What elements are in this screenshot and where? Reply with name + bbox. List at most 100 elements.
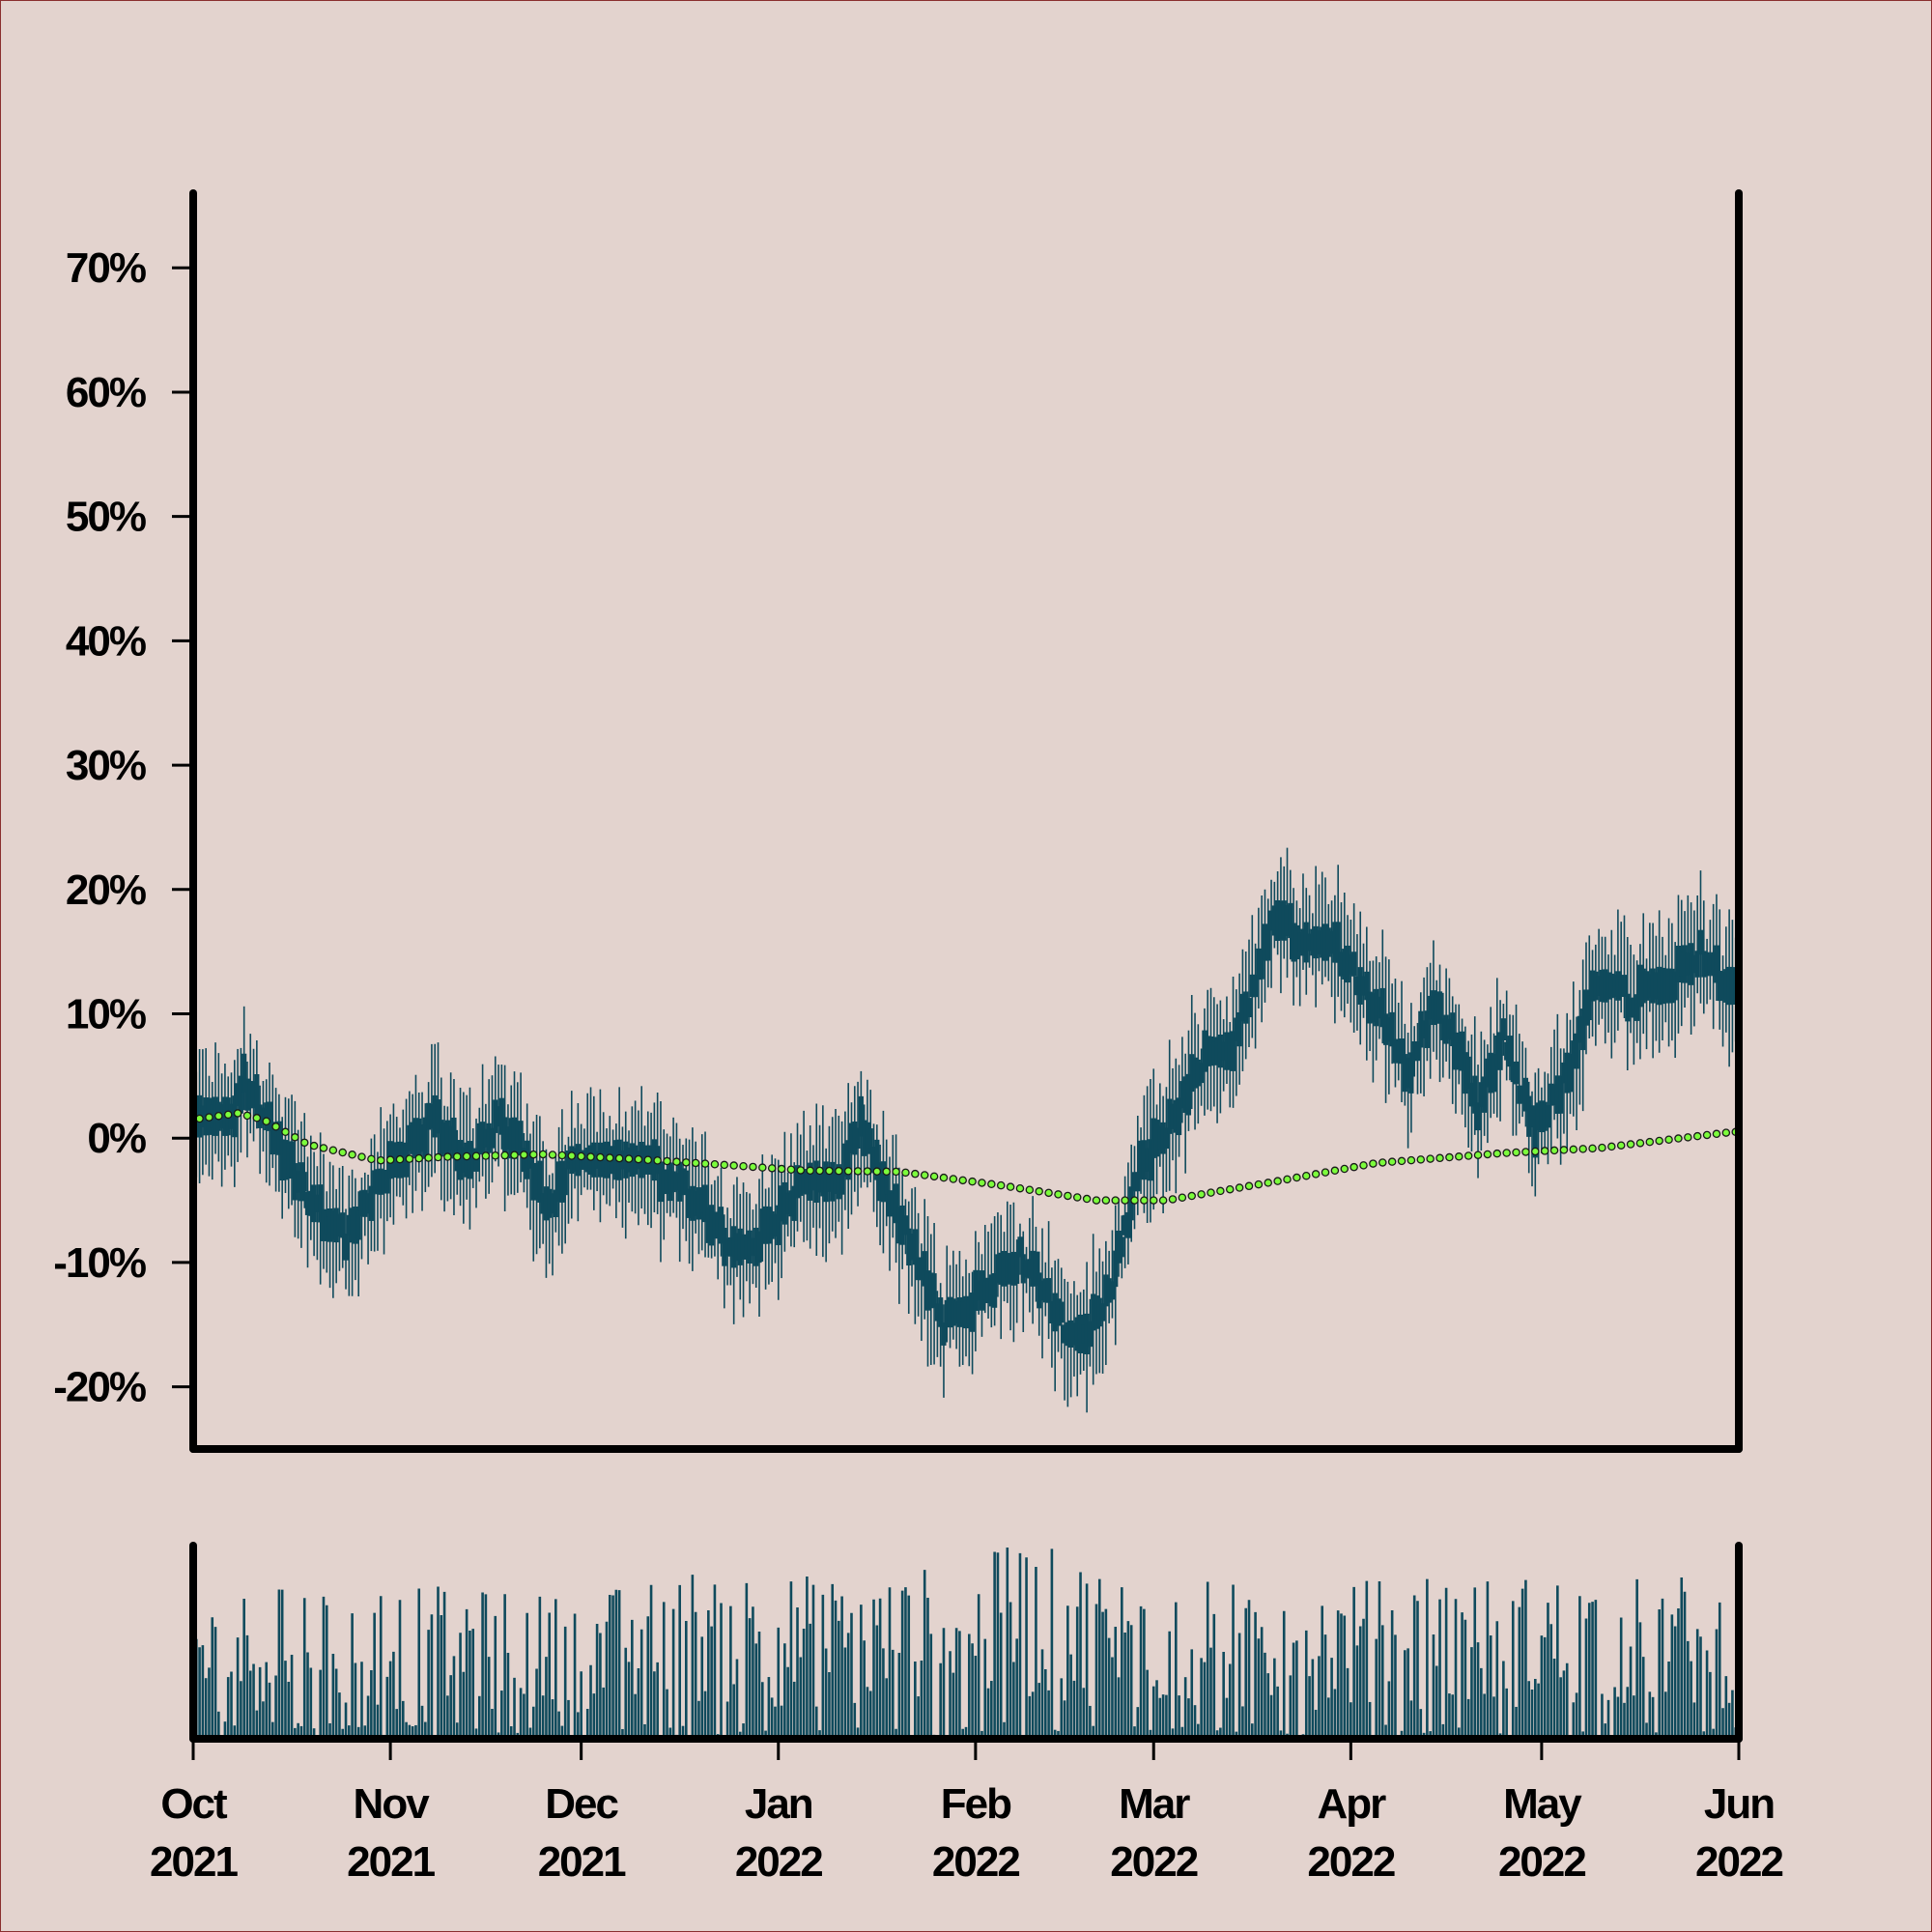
candle-body <box>1208 1036 1214 1066</box>
moving-average-point <box>643 1155 653 1164</box>
candle-body <box>1583 989 1589 1026</box>
candle-body <box>575 1144 581 1177</box>
moving-average-point <box>1692 1131 1702 1141</box>
candle-body <box>804 1169 810 1195</box>
candle-body <box>1335 922 1341 963</box>
moving-average-point <box>996 1180 1006 1190</box>
moving-average-point <box>538 1150 548 1159</box>
moving-average-point <box>1721 1128 1731 1137</box>
candle-body <box>1243 991 1249 1024</box>
candle-body <box>1173 1099 1179 1133</box>
candle-body <box>934 1303 940 1321</box>
candle-body <box>747 1230 753 1264</box>
candle-body <box>1650 968 1656 1004</box>
candle-body <box>995 1254 1001 1284</box>
candle-body <box>753 1227 759 1266</box>
candle-body <box>1374 988 1379 1027</box>
volume-panel <box>194 1548 1738 1739</box>
candle-body <box>896 1207 902 1244</box>
candle-body <box>457 1140 464 1180</box>
moving-average-point <box>462 1151 471 1161</box>
moving-average-point <box>596 1152 605 1162</box>
candle-body <box>467 1141 473 1179</box>
moving-average-point <box>1149 1196 1158 1205</box>
candle-body <box>1529 1105 1535 1128</box>
candle-body <box>680 1168 686 1196</box>
candle-body <box>419 1124 425 1152</box>
candle-body <box>559 1160 565 1203</box>
candle-body <box>709 1205 715 1246</box>
candle-body <box>877 1162 883 1202</box>
candle-body <box>298 1162 304 1202</box>
candle-body <box>1271 905 1277 936</box>
candle-body <box>1357 967 1363 1005</box>
candle-body <box>839 1168 845 1195</box>
candle-body <box>521 1148 526 1173</box>
candle-body <box>343 1233 349 1261</box>
candle-body <box>912 1229 918 1265</box>
moving-average-point <box>1168 1195 1178 1204</box>
y-tick-label: -20% <box>53 1364 146 1411</box>
x-tick-label-month: Jun <box>1704 1780 1774 1828</box>
candle-body <box>776 1205 781 1245</box>
candle-body <box>727 1236 733 1257</box>
candle-body <box>1647 974 1653 998</box>
candle-body <box>1052 1293 1058 1332</box>
candle-body <box>744 1234 750 1260</box>
candle-body <box>594 1151 600 1169</box>
candle-body <box>1367 991 1373 1024</box>
candle-body <box>1408 1052 1414 1094</box>
candle-body <box>1199 1063 1205 1084</box>
candle-body <box>254 1074 260 1116</box>
y-tick-label: 50% <box>66 494 146 541</box>
candle-body <box>435 1099 441 1134</box>
moving-average-point <box>691 1158 700 1168</box>
candle-body <box>1608 973 1614 999</box>
candle-body <box>1726 966 1732 1006</box>
moving-average-point <box>806 1166 814 1176</box>
moving-average-point <box>1635 1139 1645 1148</box>
candle-body <box>1109 1281 1116 1300</box>
candle-body <box>740 1234 747 1260</box>
moving-average-point <box>376 1155 385 1165</box>
moving-average-point <box>567 1151 577 1160</box>
candle-body <box>272 1122 279 1154</box>
candle-body <box>1322 923 1328 961</box>
x-tick-label-month: Apr <box>1317 1780 1386 1828</box>
candle-body <box>677 1161 683 1202</box>
candle-body <box>448 1125 454 1151</box>
candle-body <box>731 1226 737 1268</box>
candle-body <box>286 1143 292 1177</box>
candle-body <box>296 1170 301 1193</box>
moving-average-point <box>739 1161 748 1171</box>
moving-average-point <box>1426 1154 1435 1163</box>
moving-average-point <box>319 1144 328 1152</box>
candle-body <box>1421 1020 1427 1038</box>
candle-body <box>1313 925 1319 959</box>
candle-body <box>353 1207 358 1244</box>
candle-body <box>336 1213 343 1237</box>
x-tick-label-month: Mar <box>1119 1780 1190 1828</box>
candle-body <box>292 1163 298 1201</box>
candle-body <box>1297 932 1303 952</box>
candle-body <box>1042 1278 1048 1303</box>
candle-body <box>992 1272 998 1308</box>
candle-body <box>718 1207 724 1244</box>
moving-average-point <box>1664 1135 1673 1145</box>
candle-body <box>845 1140 851 1180</box>
moving-average-point <box>1626 1140 1635 1149</box>
candle-body <box>750 1237 756 1257</box>
candle-body <box>238 1075 243 1114</box>
candle-body <box>668 1162 673 1202</box>
candle-body <box>1577 1015 1582 1043</box>
candle-body <box>493 1099 498 1133</box>
moving-average-point <box>663 1156 671 1166</box>
candle-body <box>794 1165 801 1199</box>
candle-body <box>1316 929 1322 955</box>
moving-average-point <box>1559 1146 1569 1154</box>
candle-body <box>1500 1018 1506 1041</box>
candle-body <box>235 1083 241 1107</box>
candle-body <box>1202 1030 1208 1072</box>
candle-body <box>444 1120 450 1156</box>
